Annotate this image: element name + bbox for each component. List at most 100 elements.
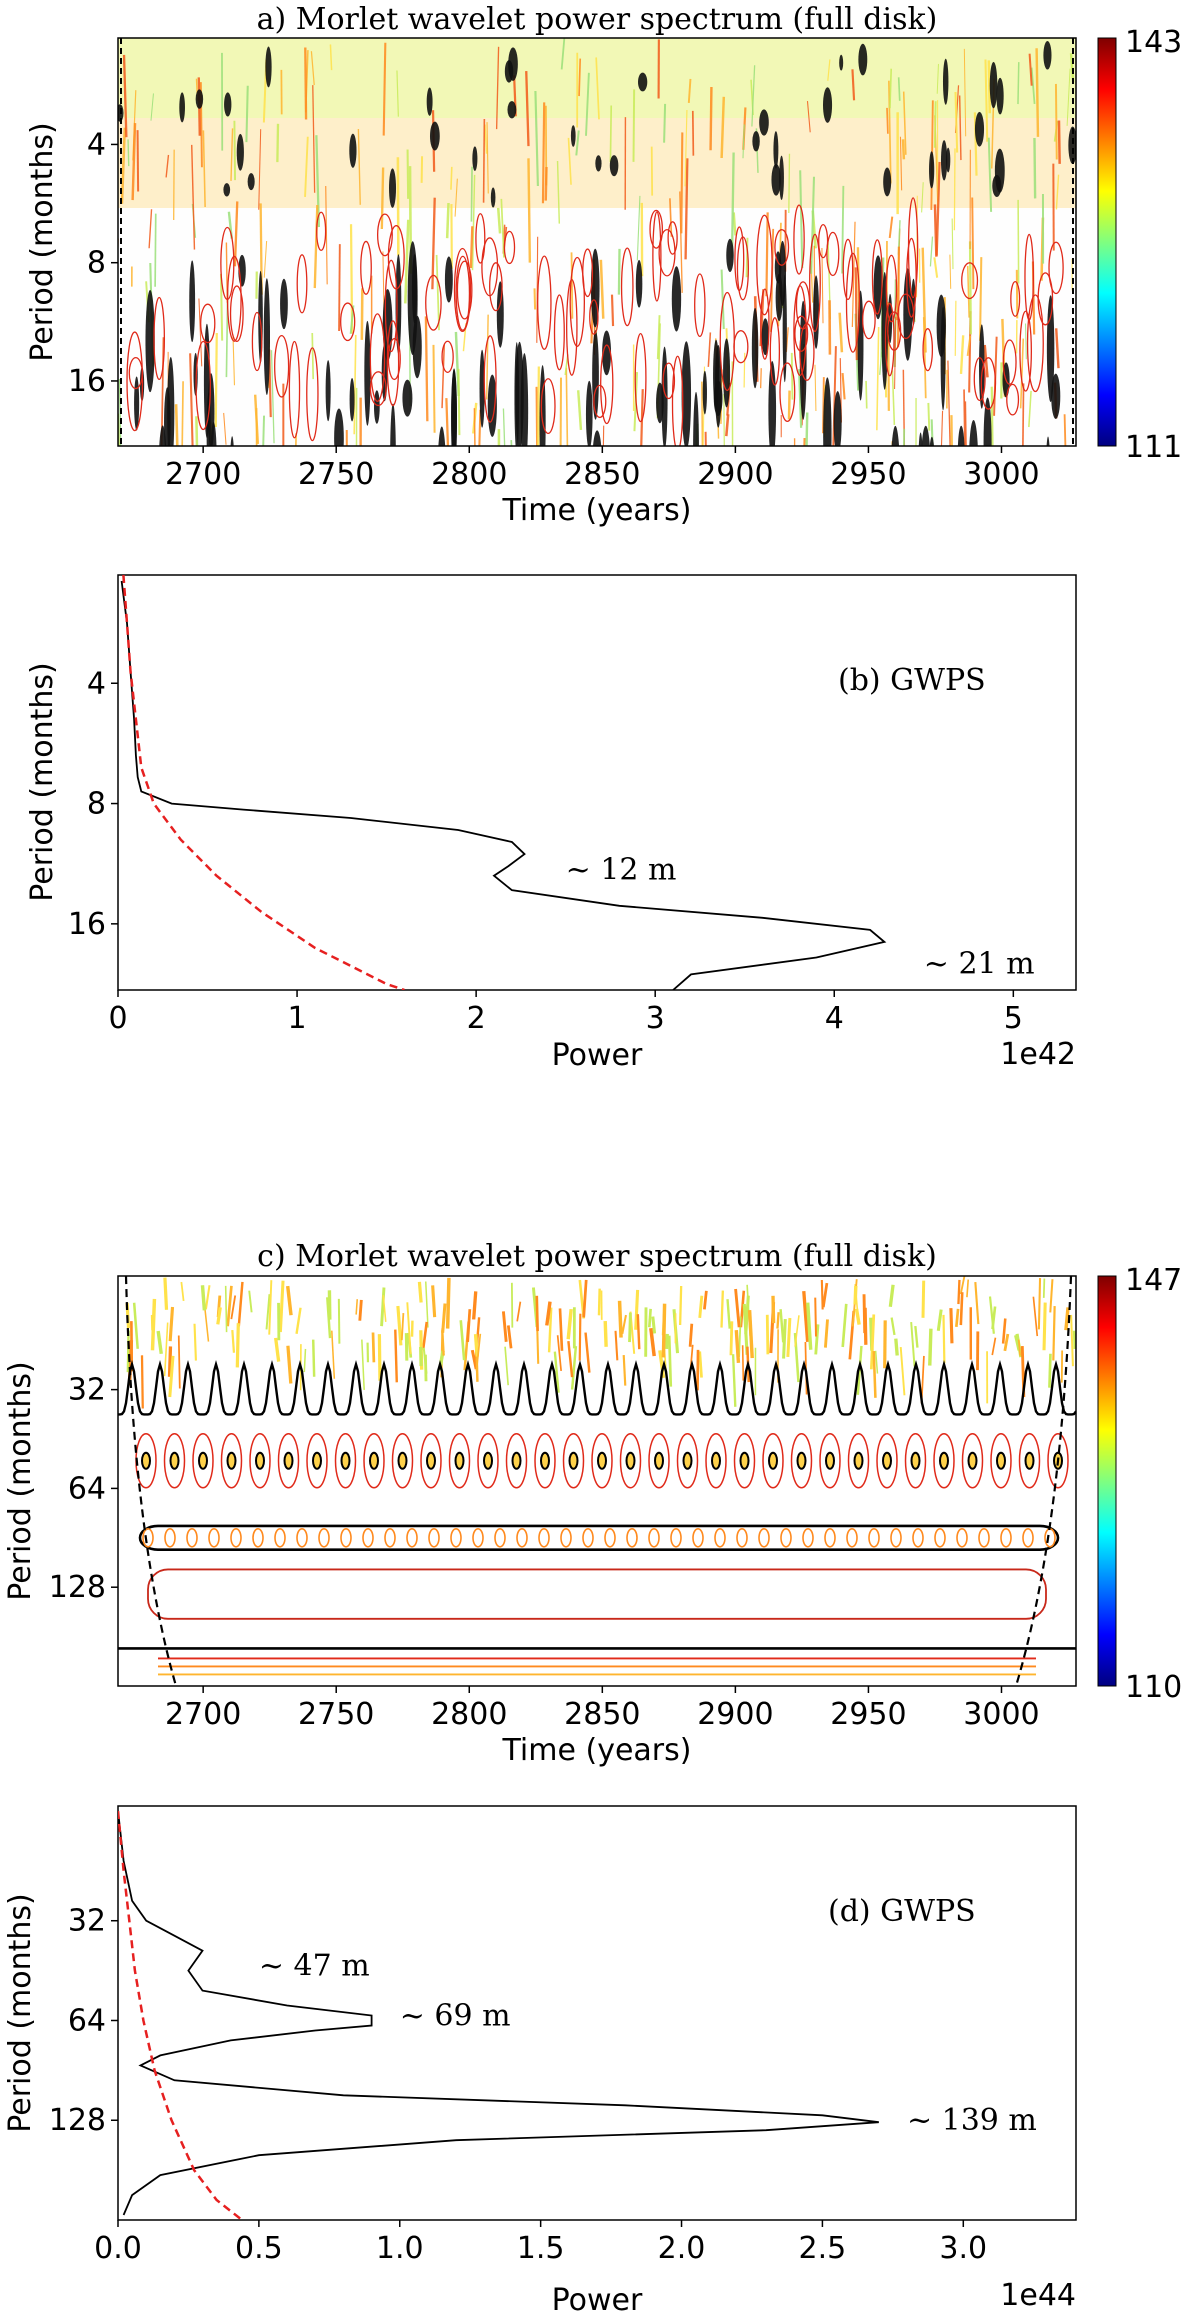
panel-a-contour	[1066, 68, 1071, 126]
panel-a-contour	[888, 216, 894, 239]
panel-c: c) Morlet wavelet power spectrum (full d…	[3, 1239, 1182, 1768]
panel-a-contour	[478, 409, 482, 446]
panel-a-colorbar-min: 111	[1125, 430, 1182, 465]
panel-c-contour	[1072, 1330, 1076, 1349]
panel-a-contour	[148, 209, 153, 249]
panel-a-contour-red	[369, 313, 386, 402]
panel-c-oval-core	[226, 1451, 237, 1470]
panel-c-contour	[614, 1330, 619, 1361]
panel-a-contour	[219, 273, 224, 341]
panel-a-contour	[486, 314, 489, 400]
panel-a-peak	[429, 121, 440, 151]
panel-c-oval	[1047, 1432, 1069, 1489]
panel-a-peak	[681, 341, 692, 446]
panel-c-band-black	[138, 1524, 1060, 1551]
panel-c-band-oval	[472, 1528, 484, 1548]
panel-a-contour-red	[884, 302, 895, 377]
panel-a-contour-red	[306, 347, 319, 442]
panel-c-contour	[167, 1346, 173, 1377]
panel-c-oval	[505, 1432, 528, 1489]
panel-d-offset-label: 1e44	[1000, 2278, 1076, 2313]
panel-a-peak	[1068, 126, 1076, 165]
panel-c-contour	[814, 1297, 818, 1337]
panel-a-peak	[969, 420, 978, 446]
panel-a-contour	[949, 254, 952, 289]
panel-c-contour	[200, 1285, 207, 1311]
panel-b-annotation: (b) GWPS	[838, 663, 986, 698]
panel-a-contour	[380, 167, 385, 230]
panel-a-peak	[402, 379, 413, 417]
panel-c-contour	[422, 1347, 428, 1374]
panel-a-contour-red	[600, 344, 614, 425]
panel-a-contour-red	[662, 362, 676, 400]
panel-a-contour	[865, 380, 868, 409]
panel-a-contour	[921, 182, 924, 213]
panel-c-colorbar	[1097, 1275, 1117, 1687]
panel-a-contour	[424, 316, 429, 422]
panel-a-contour	[963, 48, 967, 137]
panel-c-contour	[869, 1314, 876, 1370]
panel-c-oval-core	[511, 1451, 522, 1470]
panel-a-contour-red	[1048, 241, 1064, 295]
panel-a-contour-red	[845, 252, 861, 353]
panel-c-contour	[821, 1282, 829, 1308]
panel-c-contour	[747, 1310, 754, 1359]
panel-c-colorbar-min: 110	[1125, 1670, 1182, 1705]
panel-a-contour	[198, 298, 203, 367]
panel-c-contour	[959, 1276, 966, 1295]
panel-a-peak	[236, 133, 244, 171]
panel-a-peak	[490, 187, 496, 208]
panel-c-band-oval	[230, 1528, 242, 1548]
panel-c-contour	[235, 1323, 240, 1368]
panel-a-contour-red	[733, 330, 749, 364]
panel-d-ytick-label: 128	[49, 2103, 106, 2138]
panel-a-contour	[827, 59, 831, 81]
panel-c-contour	[628, 1312, 632, 1343]
panel-a-contour	[174, 404, 179, 446]
panel-a-contour-red	[980, 357, 997, 410]
panel-a-contour-red	[387, 337, 401, 381]
panel-a-peak	[942, 58, 949, 105]
panel-a-contour-red	[862, 300, 876, 340]
panel-c-axes: 2700 2750 2800 2850 2900 2950 3000 32 64 128	[49, 1373, 1040, 1732]
panel-a-contour-red	[589, 299, 599, 335]
panel-a-peak	[752, 131, 760, 152]
panel-a-peak	[983, 397, 992, 446]
panel-a-peak	[883, 167, 892, 197]
panel-a-peak	[974, 111, 985, 147]
panel-a-contour	[1028, 53, 1033, 86]
panel-a-contour	[230, 128, 234, 181]
panel-a-contour	[927, 402, 931, 431]
panel-d-axes: 0.0 0.5 1.0 1.5 2.0 2.5 3.0 32 64 128	[49, 1904, 987, 2266]
panel-c-xtick-label: 2800	[431, 1697, 507, 1732]
panel-a-contour-red	[769, 317, 781, 386]
panel-c-contour	[400, 1313, 405, 1341]
panel-a-peak	[761, 318, 769, 356]
panel-c-contour	[506, 1325, 513, 1349]
panel-c-contour	[1017, 1339, 1022, 1356]
panel-c-xtick-label: 2900	[697, 1697, 773, 1732]
panel-a-contour-red	[794, 315, 809, 352]
panel-a-peak	[635, 259, 643, 308]
panel-a-peak	[592, 330, 599, 420]
panel-a-contour-red	[569, 256, 586, 347]
panel-c-contour	[894, 1338, 899, 1356]
panel-a-contour	[357, 128, 361, 205]
panel-a-contour-red	[1010, 280, 1021, 317]
panel-a-peak	[585, 380, 593, 446]
panel-c-contour	[371, 1332, 376, 1363]
panel-c-contour	[1064, 1307, 1070, 1331]
panel-c-contour	[274, 1337, 281, 1362]
panel-a-contour	[576, 390, 583, 431]
panel-c-colorbar-max: 147	[1125, 1263, 1182, 1298]
panel-a-contour	[684, 109, 688, 187]
panel-c-title: c) Morlet wavelet power spectrum (full d…	[257, 1239, 937, 1274]
panel-c-contour	[285, 1285, 293, 1316]
panel-c-oval-core	[312, 1451, 322, 1470]
panel-d-xlabel: Power	[552, 2283, 643, 2315]
panel-a-contour	[743, 352, 746, 388]
panel-c-oval-core	[1024, 1451, 1035, 1470]
panel-c-contour	[890, 1317, 896, 1336]
panel-c-contour	[286, 1345, 293, 1384]
panel-c-contour	[472, 1291, 478, 1320]
